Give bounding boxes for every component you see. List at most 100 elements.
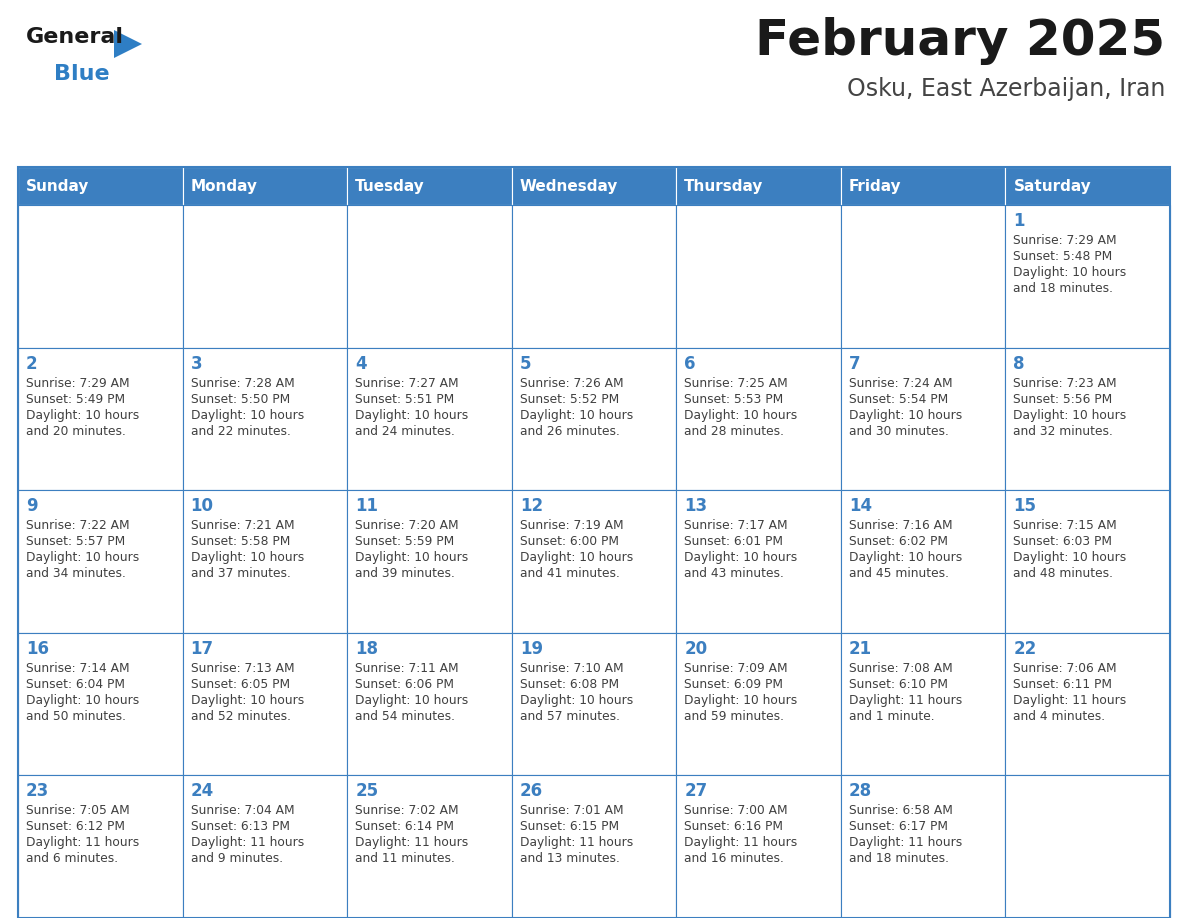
Text: and 48 minutes.: and 48 minutes. bbox=[1013, 567, 1113, 580]
Text: Daylight: 10 hours: Daylight: 10 hours bbox=[849, 551, 962, 565]
Text: 9: 9 bbox=[26, 498, 38, 515]
Text: Tuesday: Tuesday bbox=[355, 178, 425, 194]
Text: 23: 23 bbox=[26, 782, 49, 800]
Text: 26: 26 bbox=[519, 782, 543, 800]
Text: and 52 minutes.: and 52 minutes. bbox=[190, 710, 291, 722]
Text: 25: 25 bbox=[355, 782, 378, 800]
Text: Sunset: 6:00 PM: Sunset: 6:00 PM bbox=[519, 535, 619, 548]
Text: and 20 minutes.: and 20 minutes. bbox=[26, 425, 126, 438]
Text: 4: 4 bbox=[355, 354, 367, 373]
Text: Sunset: 5:51 PM: Sunset: 5:51 PM bbox=[355, 393, 454, 406]
Bar bbox=[512, 167, 676, 205]
Bar bbox=[1005, 633, 1170, 776]
Text: Daylight: 10 hours: Daylight: 10 hours bbox=[684, 551, 797, 565]
Text: Sunset: 6:14 PM: Sunset: 6:14 PM bbox=[355, 821, 454, 834]
Text: Sunrise: 7:15 AM: Sunrise: 7:15 AM bbox=[1013, 520, 1117, 532]
Text: Sunrise: 7:08 AM: Sunrise: 7:08 AM bbox=[849, 662, 953, 675]
Text: 19: 19 bbox=[519, 640, 543, 658]
Text: and 9 minutes.: and 9 minutes. bbox=[190, 853, 283, 866]
Text: Sunrise: 7:04 AM: Sunrise: 7:04 AM bbox=[190, 804, 295, 817]
Bar bbox=[183, 490, 347, 633]
Bar bbox=[347, 633, 512, 776]
Text: and 26 minutes.: and 26 minutes. bbox=[519, 425, 620, 438]
Text: Sunset: 5:58 PM: Sunset: 5:58 PM bbox=[190, 535, 290, 548]
Bar bbox=[18, 776, 183, 918]
Text: and 50 minutes.: and 50 minutes. bbox=[26, 710, 126, 722]
Text: Daylight: 11 hours: Daylight: 11 hours bbox=[1013, 694, 1126, 707]
Text: Daylight: 10 hours: Daylight: 10 hours bbox=[519, 694, 633, 707]
Text: 15: 15 bbox=[1013, 498, 1036, 515]
Text: Daylight: 11 hours: Daylight: 11 hours bbox=[684, 836, 797, 849]
Text: and 57 minutes.: and 57 minutes. bbox=[519, 710, 620, 722]
Text: 16: 16 bbox=[26, 640, 49, 658]
Text: Sunset: 6:15 PM: Sunset: 6:15 PM bbox=[519, 821, 619, 834]
Text: and 18 minutes.: and 18 minutes. bbox=[1013, 282, 1113, 295]
Text: Sunrise: 7:02 AM: Sunrise: 7:02 AM bbox=[355, 804, 459, 817]
Text: 21: 21 bbox=[849, 640, 872, 658]
Text: Daylight: 11 hours: Daylight: 11 hours bbox=[355, 836, 468, 849]
Text: Sunrise: 7:27 AM: Sunrise: 7:27 AM bbox=[355, 376, 459, 389]
Polygon shape bbox=[114, 30, 143, 58]
Bar bbox=[676, 205, 841, 348]
Text: Blue: Blue bbox=[53, 64, 109, 84]
Text: 11: 11 bbox=[355, 498, 378, 515]
Text: General: General bbox=[26, 27, 124, 47]
Bar bbox=[18, 633, 183, 776]
Bar bbox=[841, 205, 1005, 348]
Text: and 54 minutes.: and 54 minutes. bbox=[355, 710, 455, 722]
Text: Daylight: 10 hours: Daylight: 10 hours bbox=[849, 409, 962, 421]
Text: Sunset: 5:52 PM: Sunset: 5:52 PM bbox=[519, 393, 619, 406]
Bar bbox=[512, 776, 676, 918]
Text: Daylight: 10 hours: Daylight: 10 hours bbox=[519, 551, 633, 565]
Text: Sunset: 6:10 PM: Sunset: 6:10 PM bbox=[849, 677, 948, 691]
Text: Sunset: 5:50 PM: Sunset: 5:50 PM bbox=[190, 393, 290, 406]
Text: Sunset: 5:53 PM: Sunset: 5:53 PM bbox=[684, 393, 784, 406]
Text: Sunrise: 7:17 AM: Sunrise: 7:17 AM bbox=[684, 520, 788, 532]
Bar bbox=[676, 776, 841, 918]
Text: Sunset: 5:49 PM: Sunset: 5:49 PM bbox=[26, 393, 125, 406]
Text: and 59 minutes.: and 59 minutes. bbox=[684, 710, 784, 722]
Text: 10: 10 bbox=[190, 498, 214, 515]
Text: Sunrise: 7:14 AM: Sunrise: 7:14 AM bbox=[26, 662, 129, 675]
Text: Sunset: 6:01 PM: Sunset: 6:01 PM bbox=[684, 535, 783, 548]
Text: and 37 minutes.: and 37 minutes. bbox=[190, 567, 290, 580]
Text: Daylight: 11 hours: Daylight: 11 hours bbox=[190, 836, 304, 849]
Text: Friday: Friday bbox=[849, 178, 902, 194]
Text: Daylight: 10 hours: Daylight: 10 hours bbox=[26, 551, 139, 565]
Bar bbox=[512, 205, 676, 348]
Text: Saturday: Saturday bbox=[1013, 178, 1092, 194]
Text: Sunrise: 7:16 AM: Sunrise: 7:16 AM bbox=[849, 520, 953, 532]
Text: Sunrise: 7:28 AM: Sunrise: 7:28 AM bbox=[190, 376, 295, 389]
Text: and 28 minutes.: and 28 minutes. bbox=[684, 425, 784, 438]
Text: Sunrise: 7:29 AM: Sunrise: 7:29 AM bbox=[1013, 234, 1117, 247]
Bar bbox=[18, 348, 183, 490]
Text: Sunset: 6:11 PM: Sunset: 6:11 PM bbox=[1013, 677, 1112, 691]
Text: Sunset: 5:59 PM: Sunset: 5:59 PM bbox=[355, 535, 454, 548]
Text: and 43 minutes.: and 43 minutes. bbox=[684, 567, 784, 580]
Text: Daylight: 11 hours: Daylight: 11 hours bbox=[849, 836, 962, 849]
Text: February 2025: February 2025 bbox=[754, 17, 1165, 65]
Text: Sunrise: 7:23 AM: Sunrise: 7:23 AM bbox=[1013, 376, 1117, 389]
Bar bbox=[1005, 167, 1170, 205]
Text: Sunset: 6:13 PM: Sunset: 6:13 PM bbox=[190, 821, 290, 834]
Bar bbox=[841, 776, 1005, 918]
Text: Wednesday: Wednesday bbox=[519, 178, 618, 194]
Text: Sunrise: 6:58 AM: Sunrise: 6:58 AM bbox=[849, 804, 953, 817]
Bar bbox=[347, 776, 512, 918]
Text: Daylight: 10 hours: Daylight: 10 hours bbox=[355, 409, 468, 421]
Text: 13: 13 bbox=[684, 498, 707, 515]
Text: and 13 minutes.: and 13 minutes. bbox=[519, 853, 620, 866]
Text: Sunset: 6:08 PM: Sunset: 6:08 PM bbox=[519, 677, 619, 691]
Bar bbox=[183, 167, 347, 205]
Bar bbox=[183, 348, 347, 490]
Text: 17: 17 bbox=[190, 640, 214, 658]
Text: Daylight: 10 hours: Daylight: 10 hours bbox=[355, 551, 468, 565]
Text: 2: 2 bbox=[26, 354, 38, 373]
Text: 6: 6 bbox=[684, 354, 696, 373]
Text: Sunset: 6:09 PM: Sunset: 6:09 PM bbox=[684, 677, 783, 691]
Text: Sunset: 5:48 PM: Sunset: 5:48 PM bbox=[1013, 250, 1113, 263]
Text: Sunrise: 7:24 AM: Sunrise: 7:24 AM bbox=[849, 376, 953, 389]
Bar bbox=[347, 167, 512, 205]
Text: Thursday: Thursday bbox=[684, 178, 764, 194]
Text: and 24 minutes.: and 24 minutes. bbox=[355, 425, 455, 438]
